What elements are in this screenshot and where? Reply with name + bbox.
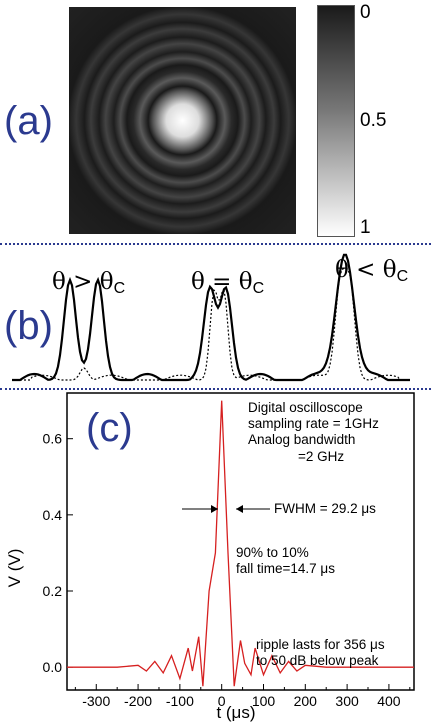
ripple-note: ripple lasts for 356 μs to 50 dB below p… bbox=[256, 637, 385, 669]
scope-info-line1: Digital oscilloscope bbox=[248, 400, 363, 415]
x-tick-label: 300 bbox=[335, 693, 359, 709]
scope-info: Digital oscilloscope sampling rate = 1GH… bbox=[248, 400, 379, 465]
airy-pattern-image bbox=[69, 7, 296, 234]
colorbar-tick-0: 0 bbox=[360, 2, 371, 23]
scope-info-line2: sampling rate = 1GHz bbox=[248, 416, 379, 432]
fall-time-line1: 90% to 10% bbox=[236, 545, 309, 560]
colorbar-tick-1: 1 bbox=[360, 217, 371, 238]
x-tick-label: 400 bbox=[377, 693, 401, 709]
profile-solid-line bbox=[12, 253, 410, 382]
fall-time-note: 90% to 10% fall time=14.7 μs bbox=[236, 545, 335, 577]
separator-top bbox=[0, 243, 431, 245]
x-tick-label: 100 bbox=[252, 693, 276, 709]
x-tick-label: -100 bbox=[166, 693, 194, 709]
separator-bottom bbox=[0, 388, 431, 390]
y-tick-label: 0.0 bbox=[43, 659, 63, 675]
colorbar bbox=[317, 5, 355, 237]
x-tick-label: -200 bbox=[124, 693, 152, 709]
x-tick-label: -300 bbox=[82, 693, 110, 709]
y-tick-label: 0.2 bbox=[43, 583, 63, 599]
panel-label-b: (b) bbox=[4, 304, 53, 348]
x-tick-label: 200 bbox=[294, 693, 318, 709]
colorbar-tick-0-5: 0.5 bbox=[360, 110, 387, 131]
scope-info-line4: =2 GHz bbox=[298, 448, 345, 464]
ripple-line2: to 50 dB below peak bbox=[256, 653, 379, 669]
profile-dotted-line bbox=[12, 267, 410, 381]
x-axis-label: t (μs) bbox=[216, 703, 255, 722]
y-tick-label: 0.6 bbox=[43, 431, 63, 447]
x-tick-label: 0 bbox=[218, 693, 226, 709]
fall-time-line2: fall time=14.7 μs bbox=[236, 561, 335, 577]
ripple-line1: ripple lasts for 356 μs bbox=[256, 637, 385, 652]
fwhm-label: FWHM = 29.2 μs bbox=[274, 501, 376, 516]
axis-tick-labels: -300 -200 -100 0 100 200 300 400 0.0 0.2 0.4 0.6 bbox=[43, 431, 401, 709]
plot-frame bbox=[66, 392, 415, 691]
airy-pattern-svg bbox=[69, 7, 296, 234]
axis-ticks bbox=[67, 438, 411, 690]
panel-label-a: (a) bbox=[4, 99, 53, 143]
fwhm-arrowhead-right bbox=[236, 505, 243, 513]
y-tick-label: 0.4 bbox=[43, 507, 63, 523]
oscilloscope-chart: -300 -200 -100 0 100 200 300 400 0.0 0.2 0.4 0.6 V … bbox=[5, 392, 415, 722]
y-axis-label: V (V) bbox=[5, 549, 24, 588]
intensity-profiles-svg bbox=[12, 253, 410, 382]
voltage-trace bbox=[67, 400, 414, 687]
fwhm-arrowhead-left bbox=[211, 505, 218, 513]
scope-info-line3: Analog bandwidth bbox=[248, 432, 356, 448]
panel-label-c: (c) bbox=[86, 406, 133, 450]
case-theta-equal: θ = θC bbox=[191, 269, 265, 297]
intensity-profiles-group bbox=[12, 253, 410, 382]
